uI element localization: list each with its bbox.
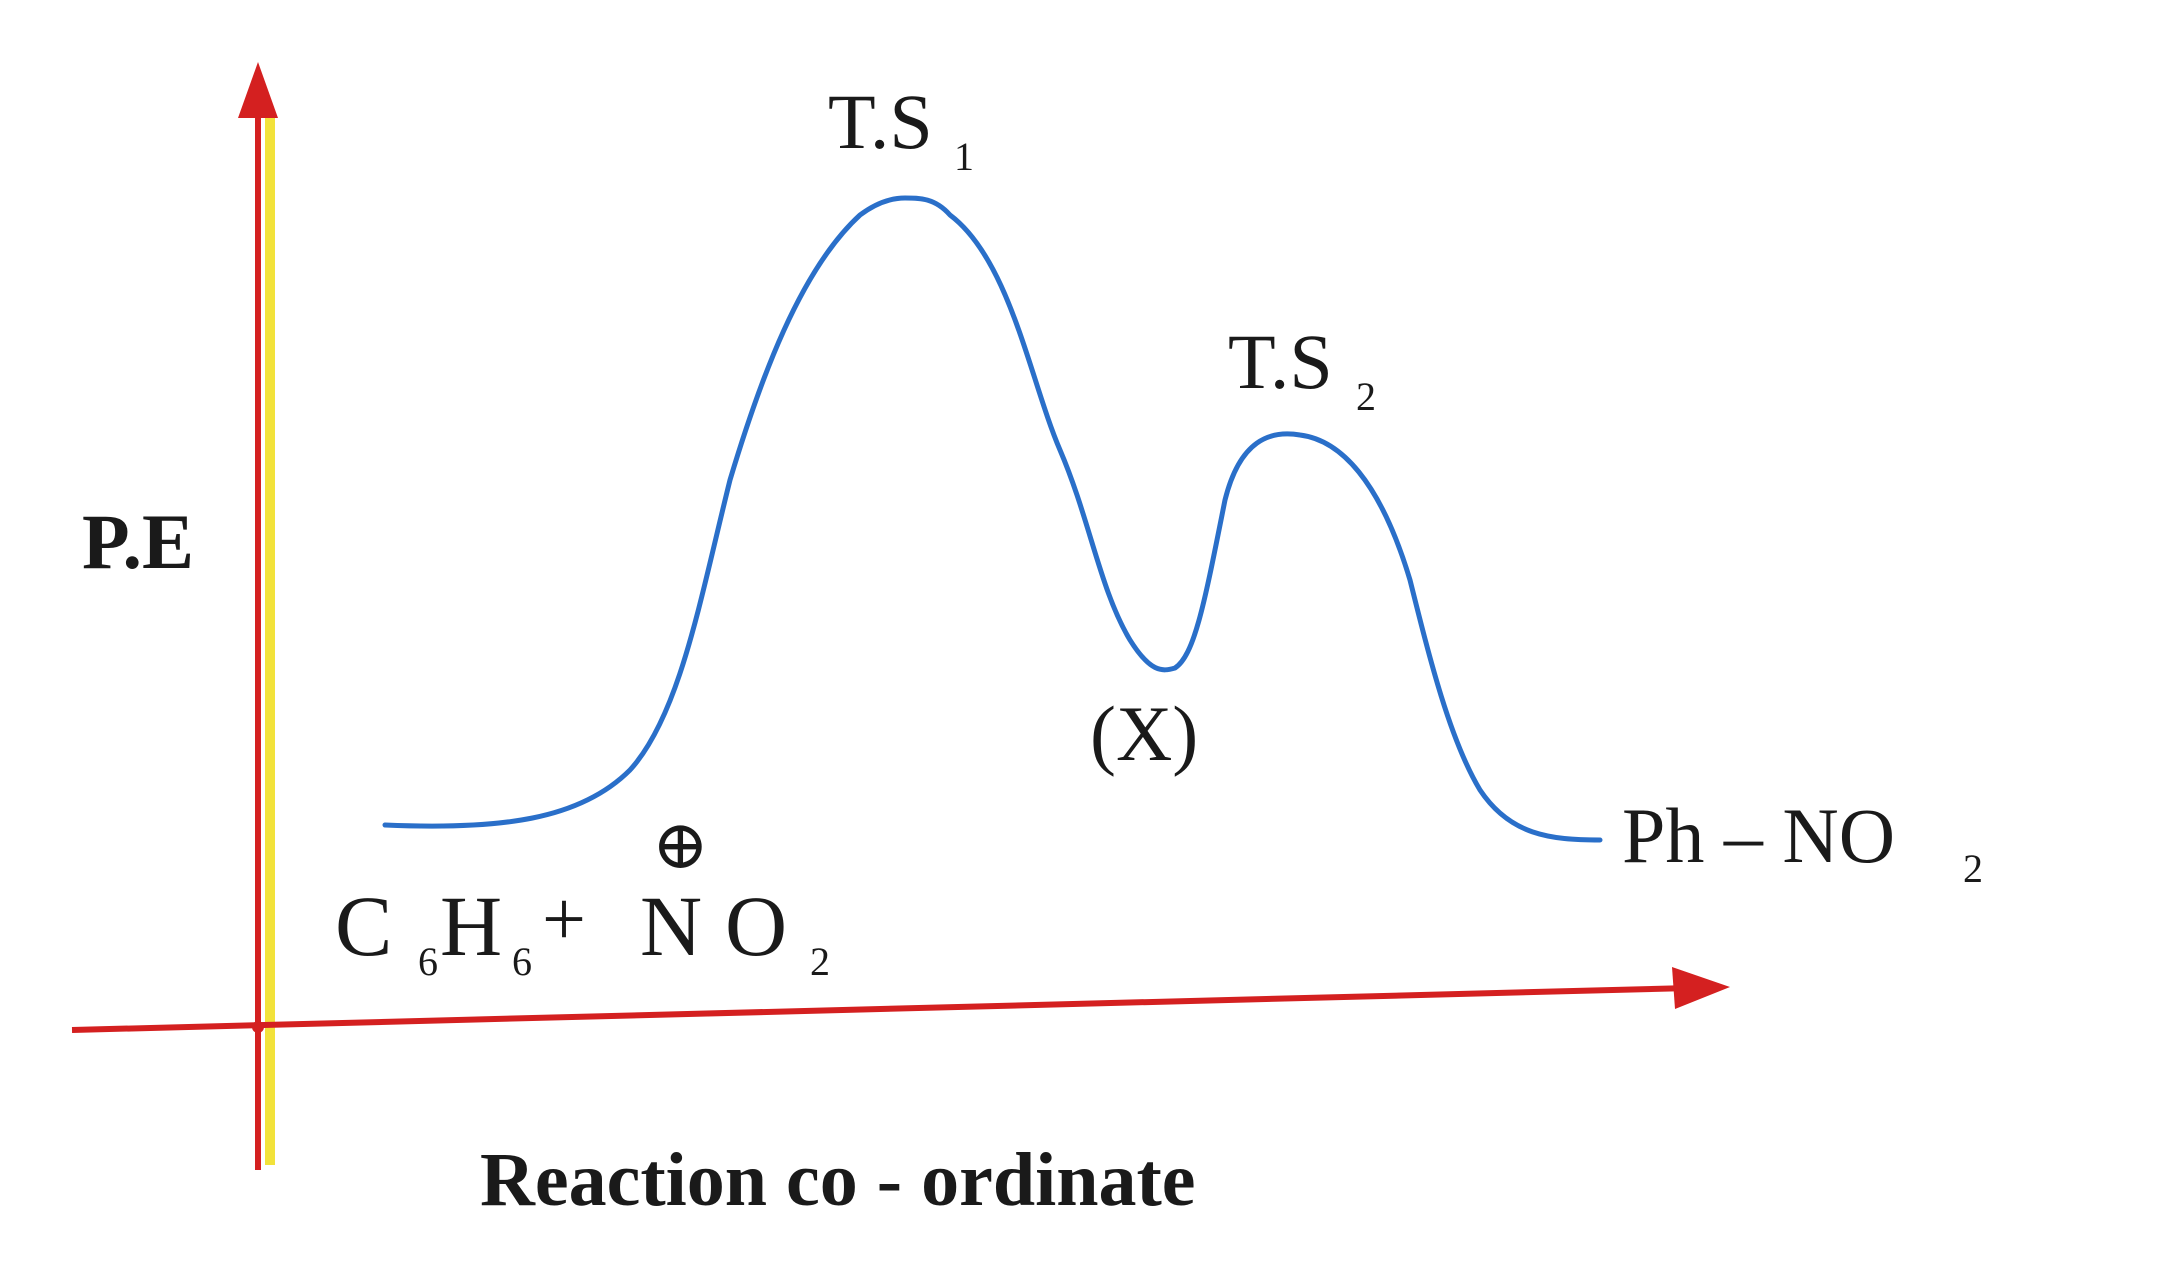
ts1-label: T.S 1 [828,78,974,179]
ts1-main: T.S [828,78,933,165]
ts2-subscript: 2 [1356,374,1376,419]
ts2-label: T.S 2 [1228,318,1376,419]
ts1-subscript: 1 [954,134,974,179]
reactant-n: N [640,878,702,974]
energy-curve [382,195,1603,843]
reactants-label: C 6 H 6 + N O 2 ⊕ [335,807,830,984]
reactant-plus: + [542,875,586,962]
product-subscript: 2 [1963,846,1983,891]
y-axis-arrowhead [238,62,278,118]
reactant-h: H [440,878,502,974]
reactant-o-subscript: 2 [810,939,830,984]
x-axis-label: Reaction co - ordinate [480,1138,1196,1222]
intermediate-label: (X) [1090,690,1198,777]
ts2-main: T.S [1228,318,1333,405]
reactant-o: O [725,878,787,974]
product-text: Ph – NO [1622,792,1895,879]
product-label: Ph – NO 2 [1622,792,1983,891]
x-axis-line [71,985,1691,1033]
reactant-c-subscript: 6 [418,939,438,984]
y-axis-label: P.E [82,498,194,585]
reactant-h-subscript: 6 [512,939,532,984]
x-axis-arrowhead [1672,967,1730,1009]
nitronium-charge-symbol: ⊕ [652,807,709,883]
origin-dot [252,1021,264,1033]
reactant-c: C [335,878,392,974]
